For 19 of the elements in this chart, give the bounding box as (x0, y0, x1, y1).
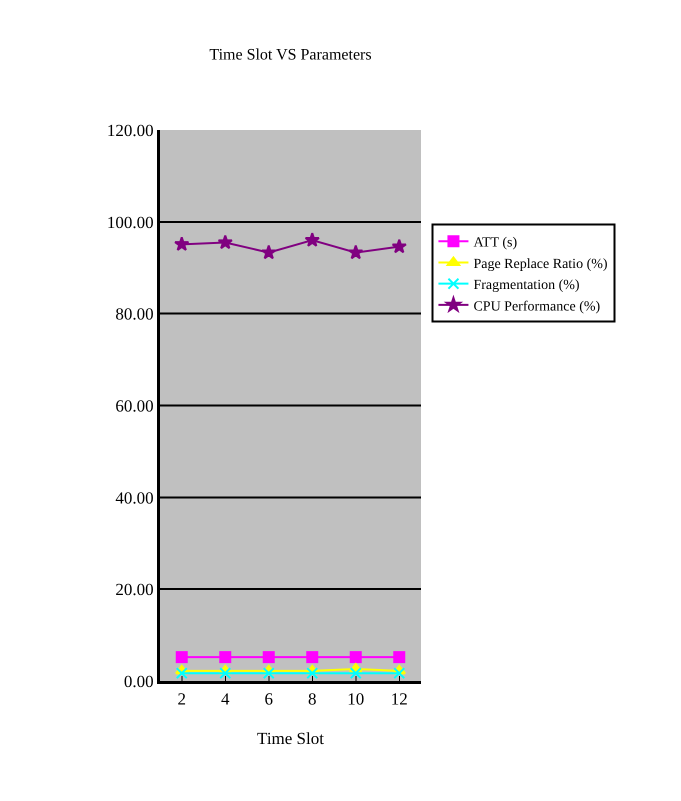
chart-title: Time Slot VS Parameters (209, 46, 372, 64)
x-tick-label: 4 (221, 689, 230, 708)
x-tick-label: 10 (347, 689, 364, 708)
y-tick-label: 60.00 (115, 396, 154, 416)
y-tick-label: 0.00 (124, 672, 154, 691)
legend-label: Page Replace Ratio (%) (473, 256, 608, 272)
x-tick-label: 2 (178, 689, 186, 708)
legend-label: CPU Performance (%) (473, 299, 601, 314)
legend-label: ATT (s) (473, 236, 518, 251)
x-tick-label: 6 (264, 689, 273, 708)
x-tick-label: 12 (390, 689, 408, 708)
y-tick-label: 120.00 (106, 120, 154, 140)
legend-label: Fragmentation (%) (473, 278, 580, 294)
x-axis-title: Time Slot (257, 729, 324, 748)
y-tick-label: 80.00 (115, 304, 154, 324)
x-tick-label: 8 (308, 689, 316, 708)
y-tick-label: 100.00 (106, 212, 154, 232)
y-tick-label: 20.00 (115, 580, 154, 600)
y-tick-label: 40.00 (115, 488, 154, 508)
